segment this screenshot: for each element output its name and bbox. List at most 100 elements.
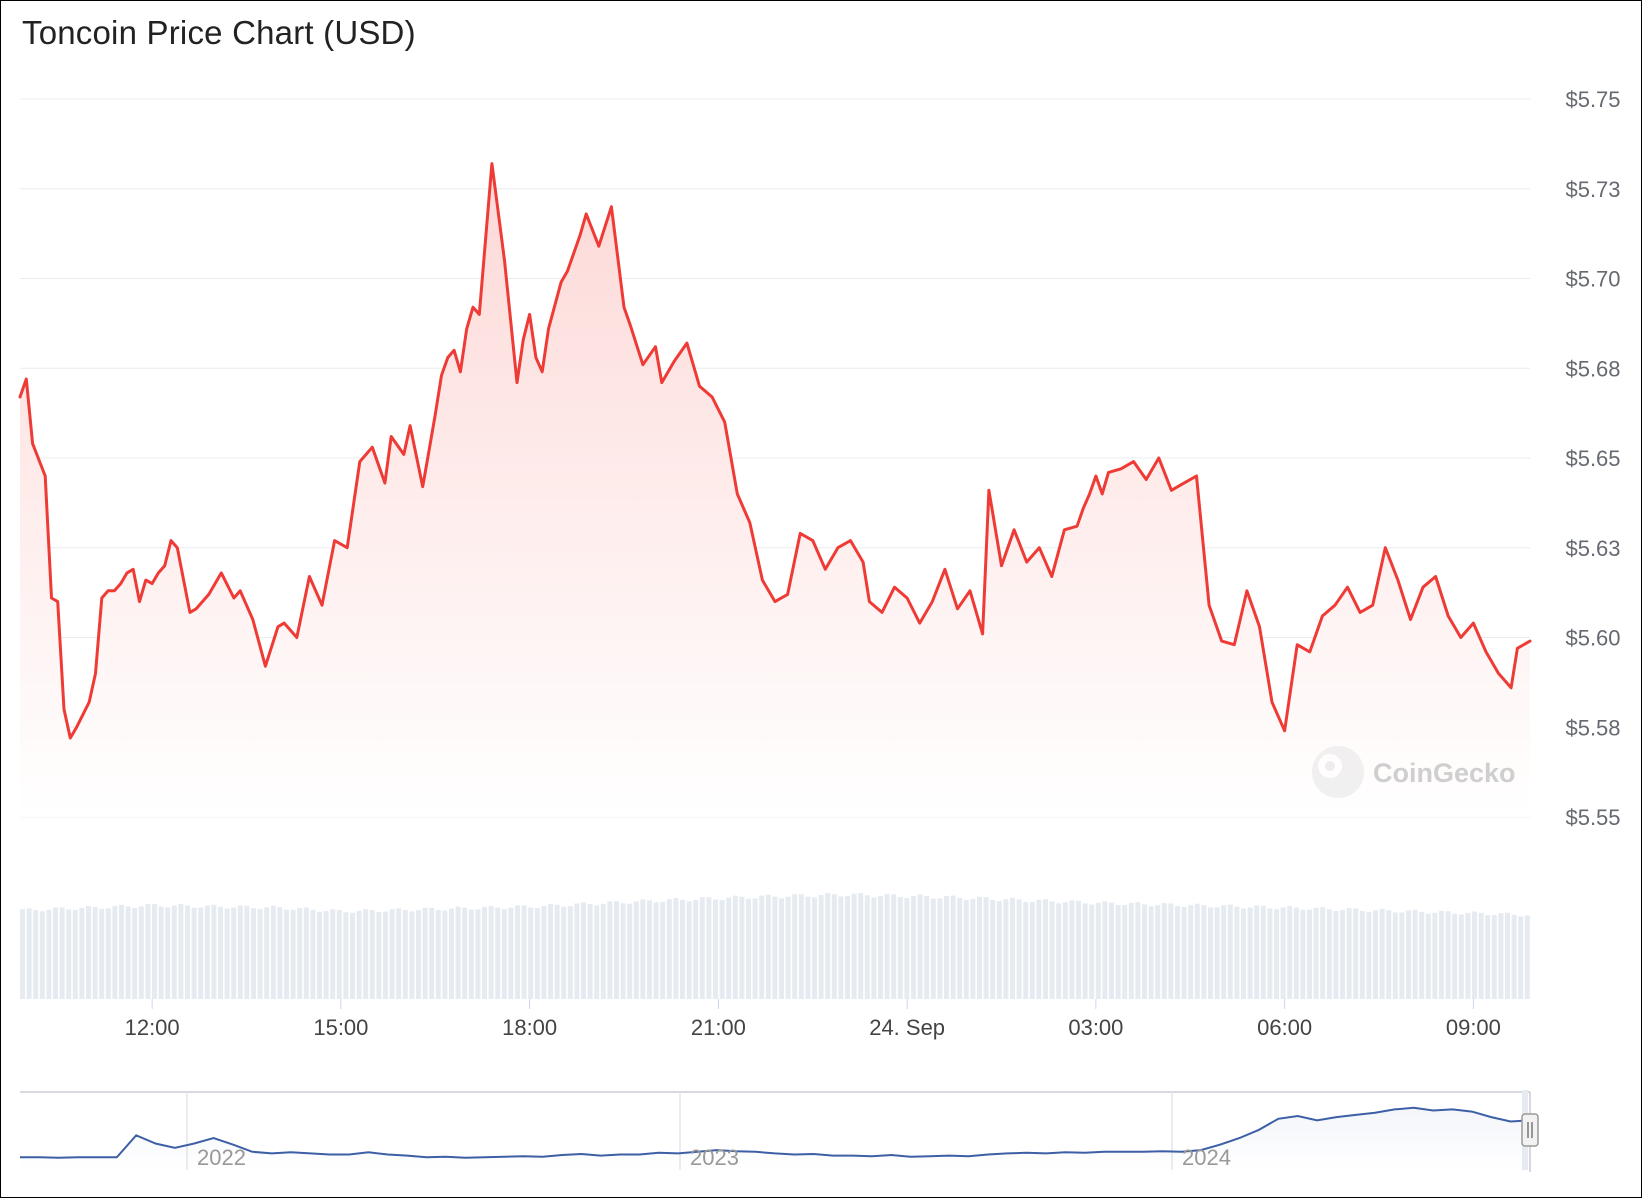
volume-bar (191, 907, 197, 999)
volume-bar (356, 910, 362, 999)
volume-bar (257, 909, 263, 999)
y-tick-label: $5.68 (1565, 356, 1620, 381)
volume-bar (79, 907, 85, 999)
volume-bar (798, 894, 804, 999)
volume-bar (1003, 899, 1009, 999)
volume-bar (396, 908, 402, 999)
volume-bar (455, 906, 461, 999)
volume-bar (548, 903, 553, 999)
volume-bar (1254, 905, 1260, 999)
volume-bar (534, 908, 540, 999)
y-tick-label: $5.58 (1565, 715, 1620, 740)
volume-bar (1307, 909, 1312, 999)
volume-bar (567, 906, 573, 999)
volume-bar (1300, 909, 1306, 999)
volume-bar (482, 906, 487, 999)
volume-bar (1036, 899, 1042, 999)
volume-bar (389, 909, 395, 999)
volume-bar (633, 901, 639, 999)
volume-bar (680, 899, 685, 999)
volume-bar (198, 907, 204, 999)
volume-bar (488, 905, 494, 999)
volume-bar (264, 907, 270, 999)
volume-bar (86, 905, 91, 999)
volume-bar (1452, 913, 1458, 999)
y-tick-label: $5.60 (1565, 626, 1620, 651)
volume-bar (699, 897, 705, 999)
volume-bar (99, 908, 105, 999)
volume-bar (350, 912, 355, 999)
volume-bar (950, 895, 956, 999)
volume-bars (20, 892, 1530, 999)
volume-bar (1472, 911, 1477, 999)
volume-bar (158, 906, 164, 999)
volume-bar (251, 908, 256, 999)
volume-bar (416, 910, 421, 999)
navigator-handle[interactable] (1521, 1113, 1539, 1147)
volume-bar (33, 909, 39, 999)
volume-bar (614, 901, 619, 999)
volume-bar (845, 896, 850, 999)
volume-bar (46, 909, 52, 999)
volume-bar (138, 906, 144, 999)
volume-bar (1227, 904, 1233, 999)
volume-bar (1260, 905, 1266, 999)
volume-bar (435, 909, 441, 999)
y-tick-label: $5.73 (1565, 177, 1620, 202)
volume-bar (178, 904, 184, 999)
volume-bar (1274, 909, 1279, 999)
volume-bar (812, 897, 817, 999)
price-line (18, 162, 1532, 740)
volume-bar (851, 893, 857, 999)
volume-bar (574, 903, 580, 999)
x-tick-label: 24. Sep (869, 1015, 945, 1040)
volume-bar (1089, 904, 1095, 999)
range-navigator[interactable]: 2022 2023 2024 (20, 1090, 1539, 1172)
volume-bar (105, 908, 111, 999)
volume-bar (297, 907, 303, 999)
volume-bar (290, 909, 296, 999)
volume-bar (818, 895, 824, 999)
volume-bar (1208, 907, 1213, 999)
volume-bar (1353, 908, 1359, 999)
volume-bar (1194, 903, 1200, 999)
volume-bar (1069, 900, 1075, 999)
volume-bar (600, 903, 606, 999)
volume-bar (429, 907, 435, 999)
volume-bar (1406, 910, 1411, 999)
volume-bar (501, 909, 507, 999)
volume-bar (1049, 901, 1055, 999)
volume-bar (237, 905, 243, 999)
volume-bar (1062, 902, 1068, 999)
volume-bar (1221, 905, 1227, 999)
volume-bar (627, 903, 633, 999)
x-tick-label: 09:00 (1446, 1015, 1501, 1040)
x-tick-label: 06:00 (1257, 1015, 1312, 1040)
volume-bar (521, 905, 527, 999)
volume-bar (1148, 906, 1154, 999)
volume-bar (1280, 907, 1286, 999)
y-tick-label: $5.75 (1565, 87, 1620, 112)
volume-bar (1241, 908, 1246, 999)
volume-bar (1419, 911, 1425, 999)
volume-bar (515, 905, 520, 999)
volume-bar (39, 911, 45, 999)
volume-bar (475, 909, 481, 999)
volume-bar (990, 900, 996, 999)
navigator-line (20, 1106, 1531, 1159)
y-tick-label: $5.70 (1565, 267, 1620, 292)
price-area-fill (20, 163, 1530, 818)
volume-bar (1161, 903, 1167, 999)
volume-bar (825, 893, 831, 999)
volume-bar (765, 894, 771, 999)
volume-bar (1155, 905, 1161, 999)
volume-bar (383, 911, 388, 999)
volume-bar (1122, 905, 1128, 999)
volume-bar (1458, 914, 1464, 999)
volume-bar (620, 903, 626, 999)
volume-bar (937, 898, 943, 999)
volume-bar (1102, 901, 1108, 999)
volume-bar (468, 909, 474, 999)
